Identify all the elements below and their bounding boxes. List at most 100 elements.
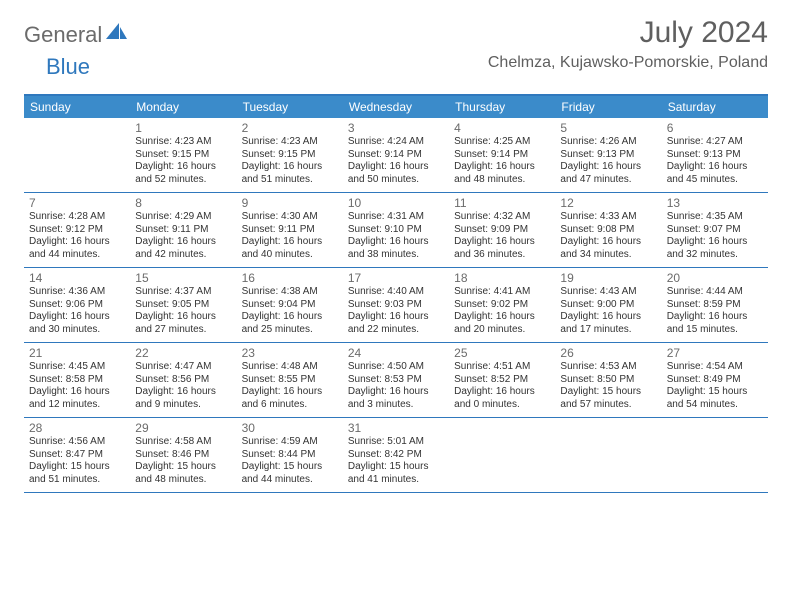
daylight2-text: and 54 minutes. bbox=[667, 399, 763, 412]
day-number: 1 bbox=[135, 121, 231, 135]
daylight2-text: and 48 minutes. bbox=[454, 174, 550, 187]
daylight2-text: and 17 minutes. bbox=[560, 324, 656, 337]
day-cell: 19Sunrise: 4:43 AMSunset: 9:00 PMDayligh… bbox=[555, 268, 661, 342]
daylight2-text: and 32 minutes. bbox=[667, 249, 763, 262]
sunrise-text: Sunrise: 4:53 AM bbox=[560, 361, 656, 374]
week-row: 1Sunrise: 4:23 AMSunset: 9:15 PMDaylight… bbox=[24, 118, 768, 193]
sunset-text: Sunset: 9:13 PM bbox=[560, 149, 656, 162]
day-number: 8 bbox=[135, 196, 231, 210]
daylight2-text: and 27 minutes. bbox=[135, 324, 231, 337]
day-number: 7 bbox=[29, 196, 125, 210]
daylight2-text: and 57 minutes. bbox=[560, 399, 656, 412]
day-number: 23 bbox=[242, 346, 338, 360]
sunrise-text: Sunrise: 4:47 AM bbox=[135, 361, 231, 374]
weekday-header-row: Sunday Monday Tuesday Wednesday Thursday… bbox=[24, 96, 768, 118]
sunrise-text: Sunrise: 4:35 AM bbox=[667, 211, 763, 224]
sunrise-text: Sunrise: 4:58 AM bbox=[135, 436, 231, 449]
sunset-text: Sunset: 8:49 PM bbox=[667, 374, 763, 387]
day-number: 4 bbox=[454, 121, 550, 135]
sunrise-text: Sunrise: 5:01 AM bbox=[348, 436, 444, 449]
daylight2-text: and 15 minutes. bbox=[667, 324, 763, 337]
daylight2-text: and 12 minutes. bbox=[29, 399, 125, 412]
sunset-text: Sunset: 8:44 PM bbox=[242, 449, 338, 462]
daylight1-text: Daylight: 15 hours bbox=[29, 461, 125, 474]
daylight1-text: Daylight: 15 hours bbox=[348, 461, 444, 474]
sunset-text: Sunset: 9:08 PM bbox=[560, 224, 656, 237]
daylight1-text: Daylight: 15 hours bbox=[242, 461, 338, 474]
daylight2-text: and 48 minutes. bbox=[135, 474, 231, 487]
sunset-text: Sunset: 9:05 PM bbox=[135, 299, 231, 312]
daylight1-text: Daylight: 16 hours bbox=[135, 386, 231, 399]
day-cell: 13Sunrise: 4:35 AMSunset: 9:07 PMDayligh… bbox=[662, 193, 768, 267]
sunset-text: Sunset: 9:11 PM bbox=[135, 224, 231, 237]
sunrise-text: Sunrise: 4:23 AM bbox=[242, 136, 338, 149]
sunset-text: Sunset: 8:58 PM bbox=[29, 374, 125, 387]
day-cell: 27Sunrise: 4:54 AMSunset: 8:49 PMDayligh… bbox=[662, 343, 768, 417]
day-cell: 17Sunrise: 4:40 AMSunset: 9:03 PMDayligh… bbox=[343, 268, 449, 342]
sunrise-text: Sunrise: 4:28 AM bbox=[29, 211, 125, 224]
day-cell bbox=[449, 418, 555, 492]
sunset-text: Sunset: 8:42 PM bbox=[348, 449, 444, 462]
day-cell: 12Sunrise: 4:33 AMSunset: 9:08 PMDayligh… bbox=[555, 193, 661, 267]
daylight2-text: and 52 minutes. bbox=[135, 174, 231, 187]
sunset-text: Sunset: 8:52 PM bbox=[454, 374, 550, 387]
month-title: July 2024 bbox=[488, 16, 768, 50]
day-number: 2 bbox=[242, 121, 338, 135]
day-number: 13 bbox=[667, 196, 763, 210]
day-number: 24 bbox=[348, 346, 444, 360]
weekday-header: Monday bbox=[130, 96, 236, 118]
sunset-text: Sunset: 9:07 PM bbox=[667, 224, 763, 237]
week-row: 14Sunrise: 4:36 AMSunset: 9:06 PMDayligh… bbox=[24, 268, 768, 343]
day-number: 14 bbox=[29, 271, 125, 285]
day-cell: 24Sunrise: 4:50 AMSunset: 8:53 PMDayligh… bbox=[343, 343, 449, 417]
daylight2-text: and 47 minutes. bbox=[560, 174, 656, 187]
day-number: 28 bbox=[29, 421, 125, 435]
sunset-text: Sunset: 9:12 PM bbox=[29, 224, 125, 237]
logo-text-general: General bbox=[24, 22, 102, 48]
daylight1-text: Daylight: 16 hours bbox=[454, 386, 550, 399]
sunset-text: Sunset: 9:06 PM bbox=[29, 299, 125, 312]
day-cell: 30Sunrise: 4:59 AMSunset: 8:44 PMDayligh… bbox=[237, 418, 343, 492]
sunrise-text: Sunrise: 4:48 AM bbox=[242, 361, 338, 374]
sunrise-text: Sunrise: 4:25 AM bbox=[454, 136, 550, 149]
day-number: 31 bbox=[348, 421, 444, 435]
sunrise-text: Sunrise: 4:41 AM bbox=[454, 286, 550, 299]
day-number: 19 bbox=[560, 271, 656, 285]
day-cell: 4Sunrise: 4:25 AMSunset: 9:14 PMDaylight… bbox=[449, 118, 555, 192]
daylight2-text: and 51 minutes. bbox=[29, 474, 125, 487]
sunset-text: Sunset: 9:15 PM bbox=[135, 149, 231, 162]
sunrise-text: Sunrise: 4:56 AM bbox=[29, 436, 125, 449]
day-number: 27 bbox=[667, 346, 763, 360]
daylight2-text: and 25 minutes. bbox=[242, 324, 338, 337]
sunrise-text: Sunrise: 4:43 AM bbox=[560, 286, 656, 299]
sunrise-text: Sunrise: 4:59 AM bbox=[242, 436, 338, 449]
day-cell: 20Sunrise: 4:44 AMSunset: 8:59 PMDayligh… bbox=[662, 268, 768, 342]
daylight1-text: Daylight: 16 hours bbox=[454, 311, 550, 324]
day-number: 6 bbox=[667, 121, 763, 135]
daylight1-text: Daylight: 16 hours bbox=[135, 161, 231, 174]
day-cell bbox=[662, 418, 768, 492]
day-cell: 22Sunrise: 4:47 AMSunset: 8:56 PMDayligh… bbox=[130, 343, 236, 417]
sunrise-text: Sunrise: 4:26 AM bbox=[560, 136, 656, 149]
day-cell: 29Sunrise: 4:58 AMSunset: 8:46 PMDayligh… bbox=[130, 418, 236, 492]
sunset-text: Sunset: 8:50 PM bbox=[560, 374, 656, 387]
day-cell: 11Sunrise: 4:32 AMSunset: 9:09 PMDayligh… bbox=[449, 193, 555, 267]
sunrise-text: Sunrise: 4:24 AM bbox=[348, 136, 444, 149]
sunset-text: Sunset: 8:47 PM bbox=[29, 449, 125, 462]
sunset-text: Sunset: 9:13 PM bbox=[667, 149, 763, 162]
daylight1-text: Daylight: 16 hours bbox=[454, 236, 550, 249]
daylight1-text: Daylight: 16 hours bbox=[560, 161, 656, 174]
weekday-header: Wednesday bbox=[343, 96, 449, 118]
weekday-header: Saturday bbox=[662, 96, 768, 118]
sunrise-text: Sunrise: 4:37 AM bbox=[135, 286, 231, 299]
day-number: 21 bbox=[29, 346, 125, 360]
daylight2-text: and 50 minutes. bbox=[348, 174, 444, 187]
day-cell: 31Sunrise: 5:01 AMSunset: 8:42 PMDayligh… bbox=[343, 418, 449, 492]
daylight2-text: and 44 minutes. bbox=[242, 474, 338, 487]
sunrise-text: Sunrise: 4:23 AM bbox=[135, 136, 231, 149]
sunset-text: Sunset: 9:02 PM bbox=[454, 299, 550, 312]
sunrise-text: Sunrise: 4:33 AM bbox=[560, 211, 656, 224]
daylight1-text: Daylight: 16 hours bbox=[242, 386, 338, 399]
sunrise-text: Sunrise: 4:54 AM bbox=[667, 361, 763, 374]
daylight2-text: and 9 minutes. bbox=[135, 399, 231, 412]
